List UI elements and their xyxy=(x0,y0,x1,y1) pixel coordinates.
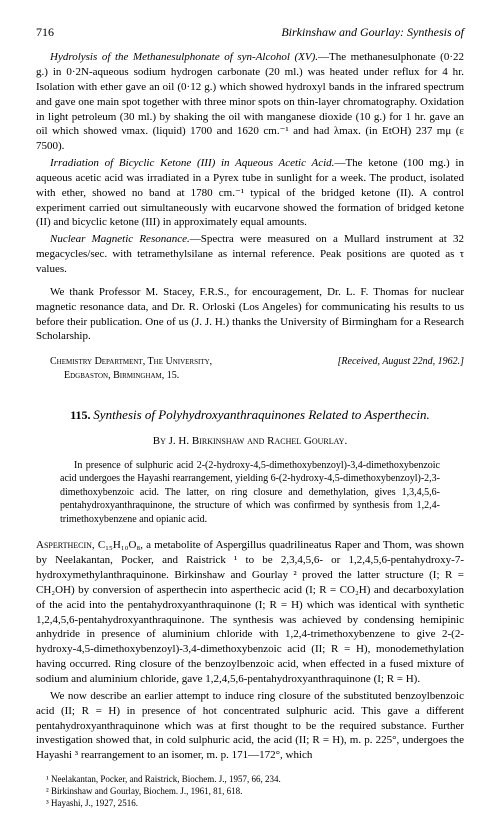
section-nmr: Nuclear Magnetic Resonance.—Spectra were… xyxy=(36,232,464,277)
lead-word: Asperthecin, xyxy=(36,539,95,551)
section-hydrolysis: Hydrolysis of the Methanesulphonate of s… xyxy=(36,50,464,154)
running-title: Birkinshaw and Gourlay: Synthesis of xyxy=(281,24,464,40)
article-title: Synthesis of Polyhydroxyanthraquinones R… xyxy=(93,407,430,422)
abstract: In presence of sulphuric acid 2-(2-hydro… xyxy=(60,459,440,527)
body-para-2: We now describe an earlier attempt to in… xyxy=(36,689,464,763)
footnote-2: ² Birkinshaw and Gourlay, Biochem. J., 1… xyxy=(36,785,464,797)
affiliation-block: Chemistry Department, The University, Ed… xyxy=(36,355,464,382)
section-title: Hydrolysis of the Methanesulphonate of s… xyxy=(50,51,318,63)
section-body: —The methanesulphonate (0·22 g.) in 0·2N… xyxy=(36,51,464,152)
body-text: C₁₅H₁₀O₈, a metabolite of Aspergillus qu… xyxy=(36,539,464,685)
footnote-1: ¹ Neelakantan, Pocker, and Raistrick, Bi… xyxy=(36,773,464,785)
page-number: 716 xyxy=(36,24,54,40)
affiliation-line1: Chemistry Department, The University, xyxy=(36,355,212,369)
footnote-3: ³ Hayashi, J., 1927, 2516. xyxy=(36,797,464,809)
footnotes: ¹ Neelakantan, Pocker, and Raistrick, Bi… xyxy=(36,773,464,809)
section-irradiation: Irradiation of Bicyclic Ketone (III) in … xyxy=(36,156,464,230)
article-heading: 115. Synthesis of Polyhydroxyanthraquino… xyxy=(36,406,464,424)
received-date: [Received, August 22nd, 1962.] xyxy=(338,355,464,382)
body-para-1: Asperthecin, C₁₅H₁₀O₈, a metabolite of A… xyxy=(36,538,464,686)
section-title: Nuclear Magnetic Resonance. xyxy=(50,233,190,245)
section-title: Irradiation of Bicyclic Ketone (III) in … xyxy=(50,157,334,169)
article-number: 115. xyxy=(70,408,90,422)
affiliation-line2: Edgbaston, Birmingham, 15. xyxy=(36,369,212,383)
acknowledgment: We thank Professor M. Stacey, F.R.S., fo… xyxy=(36,285,464,344)
authors: By J. H. Birkinshaw and Rachel Gourlay. xyxy=(36,434,464,449)
